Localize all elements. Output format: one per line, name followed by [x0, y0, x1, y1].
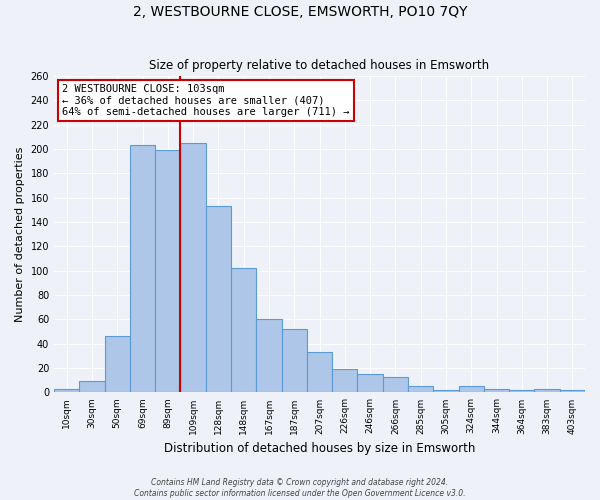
Bar	[484, 389, 509, 392]
Bar	[79, 382, 104, 392]
Bar	[54, 389, 79, 392]
Bar	[130, 146, 155, 392]
Text: 2, WESTBOURNE CLOSE, EMSWORTH, PO10 7QY: 2, WESTBOURNE CLOSE, EMSWORTH, PO10 7QY	[133, 5, 467, 19]
Bar	[535, 389, 560, 392]
Bar	[458, 386, 484, 392]
Bar	[560, 390, 585, 392]
Bar	[281, 329, 307, 392]
Bar	[332, 370, 358, 392]
Bar	[383, 376, 408, 392]
Text: 2 WESTBOURNE CLOSE: 103sqm
← 36% of detached houses are smaller (407)
64% of sem: 2 WESTBOURNE CLOSE: 103sqm ← 36% of deta…	[62, 84, 350, 117]
Bar	[231, 268, 256, 392]
Title: Size of property relative to detached houses in Emsworth: Size of property relative to detached ho…	[149, 59, 490, 72]
Bar	[433, 390, 458, 392]
Bar	[509, 390, 535, 392]
X-axis label: Distribution of detached houses by size in Emsworth: Distribution of detached houses by size …	[164, 442, 475, 455]
Bar	[104, 336, 130, 392]
Bar	[307, 352, 332, 393]
Bar	[206, 206, 231, 392]
Bar	[256, 320, 281, 392]
Text: Contains HM Land Registry data © Crown copyright and database right 2024.
Contai: Contains HM Land Registry data © Crown c…	[134, 478, 466, 498]
Y-axis label: Number of detached properties: Number of detached properties	[15, 146, 25, 322]
Bar	[358, 374, 383, 392]
Bar	[181, 143, 206, 392]
Bar	[408, 386, 433, 392]
Bar	[155, 150, 181, 392]
